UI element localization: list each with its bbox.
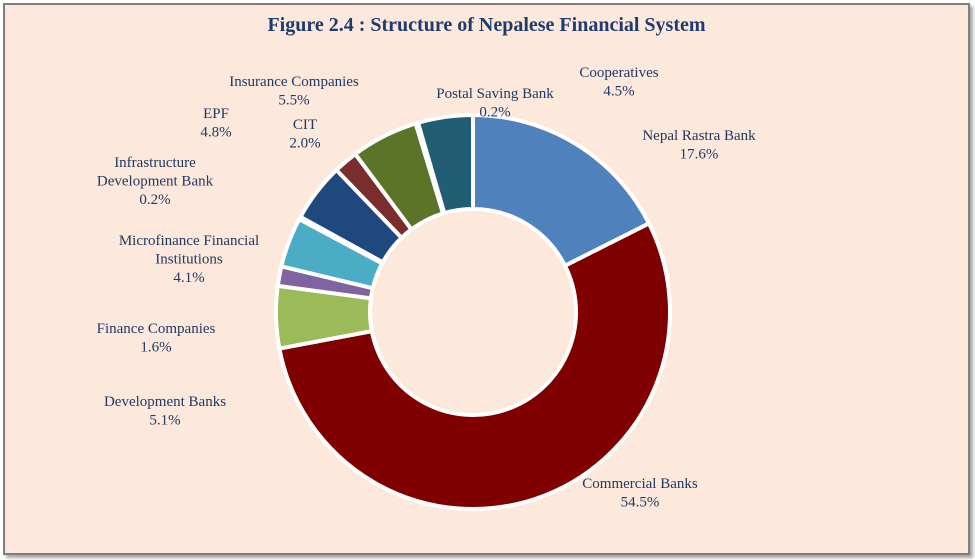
donut-chart: Nepal Rastra Bank 17.6% Commercial Banks 54… — [97, 65, 756, 511]
label-finance-companies: Finance Companies 1.6% — [97, 321, 216, 356]
chart-title: Figure 2.4 : Structure of Nepalese Finan… — [267, 14, 706, 36]
label-cit: CIT 2.0% — [289, 117, 320, 152]
label-postal-saving-bank: Postal Saving Bank 0.2% — [436, 86, 554, 121]
label-development-banks: Development Banks 5.1% — [104, 394, 226, 429]
label-insurance-companies: Insurance Companies 5.5% — [229, 74, 359, 109]
slice-commercial-banks — [277, 221, 672, 511]
label-commercial-banks: Commercial Banks 54.5% — [582, 476, 698, 511]
label-cooperatives: Cooperatives 4.5% — [579, 65, 658, 100]
label-epf: EPF 4.8% — [200, 106, 231, 141]
chart-frame: Figure 2.4 : Structure of Nepalese Finan… — [3, 3, 970, 555]
label-nepal-rastra-bank: Nepal Rastra Bank 17.6% — [642, 128, 756, 163]
slice-cooperatives — [416, 113, 475, 216]
slice-nepal-rastra-bank — [471, 113, 651, 268]
label-microfinance-financial-institutions: Microfinance Financial Institutions 4.1% — [119, 233, 259, 286]
label-infrastructure-development-bank: Infrastructure Development Bank 0.2% — [97, 155, 214, 208]
